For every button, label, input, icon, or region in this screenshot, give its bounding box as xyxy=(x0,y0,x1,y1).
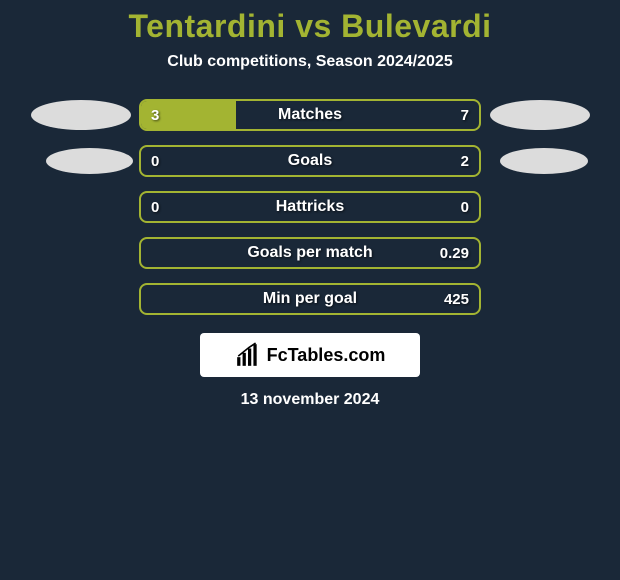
stat-bar: 0Goals2 xyxy=(139,145,481,177)
stat-bar: 3Matches7 xyxy=(139,99,481,131)
stat-bar: 0Hattricks0 xyxy=(139,191,481,223)
avatar-placeholder-icon xyxy=(46,148,133,174)
page-subtitle: Club competitions, Season 2024/2025 xyxy=(0,53,620,71)
avatar-placeholder-icon xyxy=(31,100,131,130)
stat-row: Goals per match0.29 xyxy=(0,237,620,269)
brand-text: FcTables.com xyxy=(267,345,386,366)
bar-chart-icon xyxy=(235,342,261,368)
stat-row: 0Hattricks0 xyxy=(0,191,620,223)
player-avatar-right xyxy=(487,99,592,131)
brand-badge[interactable]: FcTables.com xyxy=(200,333,420,377)
stat-rows: 3Matches70Goals20Hattricks0Goals per mat… xyxy=(0,99,620,315)
avatar-placeholder-icon xyxy=(490,100,590,130)
stat-value-right: 0 xyxy=(461,193,469,221)
stat-row: 3Matches7 xyxy=(0,99,620,131)
stat-value-right: 7 xyxy=(461,101,469,129)
player-avatar-left xyxy=(28,145,133,177)
avatar-placeholder-icon xyxy=(500,148,588,174)
stat-label: Hattricks xyxy=(141,193,479,221)
player-avatar-left xyxy=(28,99,133,131)
page-title: Tentardini vs Bulevardi xyxy=(0,8,620,45)
stat-value-right: 2 xyxy=(461,147,469,175)
stat-row: 0Goals2 xyxy=(0,145,620,177)
comparison-widget: Tentardini vs Bulevardi Club competition… xyxy=(0,0,620,409)
stat-label: Min per goal xyxy=(141,285,479,313)
stat-value-right: 425 xyxy=(444,285,469,313)
stat-label: Matches xyxy=(141,101,479,129)
stat-label: Goals per match xyxy=(141,239,479,267)
stat-label: Goals xyxy=(141,147,479,175)
footer-date: 13 november 2024 xyxy=(0,391,620,409)
stat-bar: Min per goal425 xyxy=(139,283,481,315)
stat-row: Min per goal425 xyxy=(0,283,620,315)
player-avatar-right xyxy=(487,145,592,177)
stat-value-right: 0.29 xyxy=(440,239,469,267)
stat-bar: Goals per match0.29 xyxy=(139,237,481,269)
